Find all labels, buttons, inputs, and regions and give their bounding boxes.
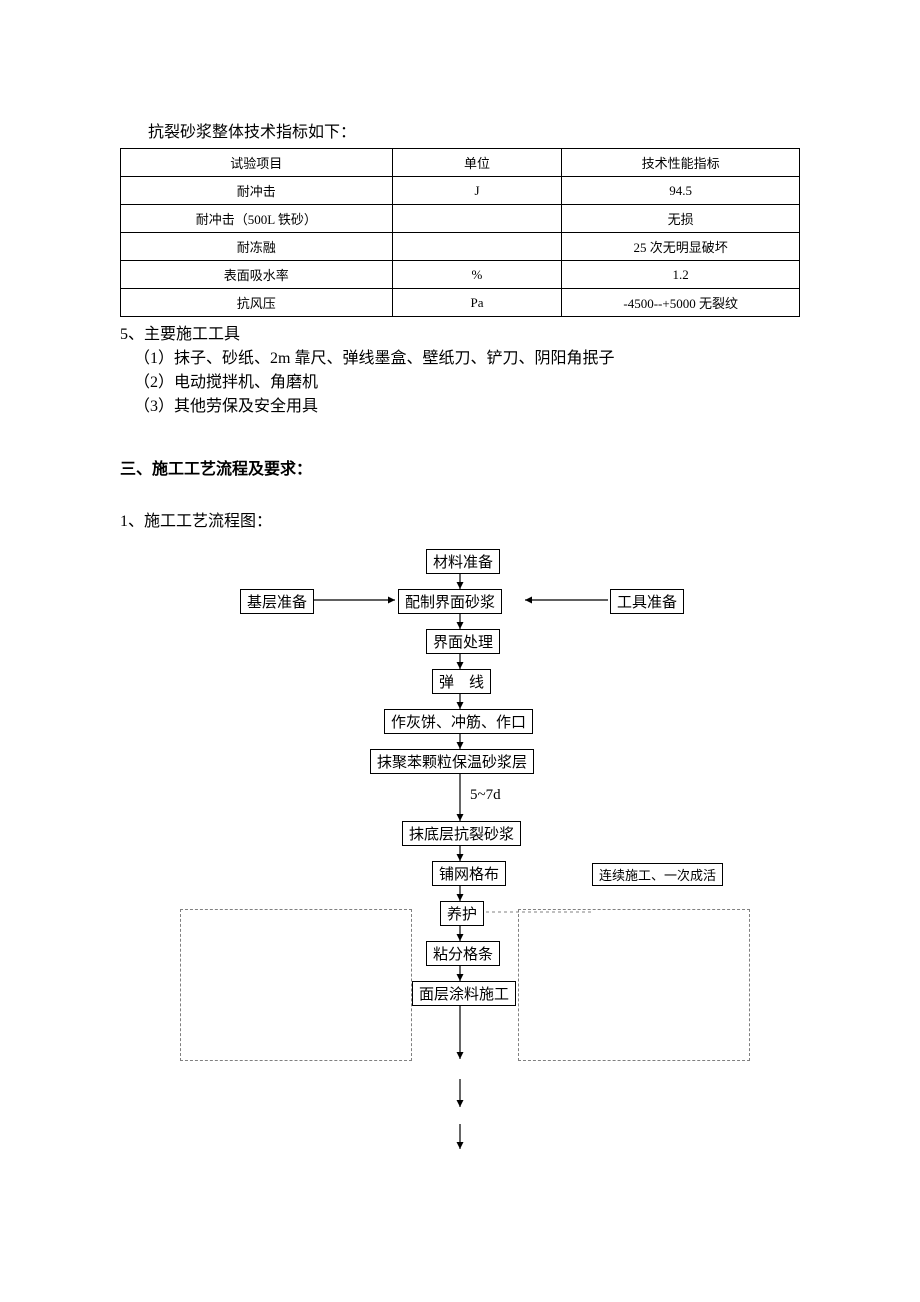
tools-item: （1）抹子、砂纸、2m 靠尺、弹线墨盒、壁纸刀、铲刀、阴阳角抿子 bbox=[120, 347, 800, 371]
table-row: 耐冲击（500L 铁砂） 无损 bbox=[121, 205, 800, 233]
table-cell bbox=[392, 233, 562, 261]
table-cell: Pa bbox=[392, 289, 562, 317]
node-topcoat: 面层涂料施工 bbox=[412, 981, 516, 1006]
table-cell: 25 次无明显破坏 bbox=[562, 233, 800, 261]
dashed-region-left bbox=[180, 909, 412, 1061]
table-header: 试验项目 bbox=[121, 149, 393, 177]
table-row: 耐冻融 25 次无明显破坏 bbox=[121, 233, 800, 261]
flowchart: 材料准备 基层准备 配制界面砂浆 工具准备 界面处理 弹 线 作灰饼、冲筋、作口… bbox=[120, 549, 800, 1159]
tools-item: （3）其他劳保及安全用具 bbox=[120, 395, 800, 419]
table-row: 表面吸水率 % 1.2 bbox=[121, 261, 800, 289]
dashed-region-right bbox=[518, 909, 750, 1061]
table-cell: 1.2 bbox=[562, 261, 800, 289]
node-mesh: 铺网格布 bbox=[432, 861, 506, 886]
note-continuous: 连续施工、一次成活 bbox=[592, 863, 723, 886]
node-material-prep: 材料准备 bbox=[426, 549, 500, 574]
node-cure: 养护 bbox=[440, 901, 484, 926]
node-base-prep: 基层准备 bbox=[240, 589, 314, 614]
table-cell: 表面吸水率 bbox=[121, 261, 393, 289]
table-cell: % bbox=[392, 261, 562, 289]
node-interface: 界面处理 bbox=[426, 629, 500, 654]
edge-label-duration: 5~7d bbox=[470, 787, 501, 804]
table-row: 耐冲击 J 94.5 bbox=[121, 177, 800, 205]
table-cell bbox=[392, 205, 562, 233]
node-insulation: 抹聚苯颗粒保温砂浆层 bbox=[370, 749, 534, 774]
section-3-heading: 三、施工工艺流程及要求： bbox=[120, 455, 800, 479]
node-mix-mortar: 配制界面砂浆 bbox=[398, 589, 502, 614]
flow-heading: 1、施工工艺流程图： bbox=[120, 507, 800, 531]
spec-table: 试验项目 单位 技术性能指标 耐冲击 J 94.5 耐冲击（500L 铁砂） 无… bbox=[120, 148, 800, 317]
table-header: 单位 bbox=[392, 149, 562, 177]
node-plaster-spots: 作灰饼、冲筋、作口 bbox=[384, 709, 533, 734]
table-cell: 无损 bbox=[562, 205, 800, 233]
table-cell: 94.5 bbox=[562, 177, 800, 205]
node-base-crack: 抹底层抗裂砂浆 bbox=[402, 821, 521, 846]
table-cell: 耐冲击 bbox=[121, 177, 393, 205]
table-cell: J bbox=[392, 177, 562, 205]
tools-item: （2）电动搅拌机、角磨机 bbox=[120, 371, 800, 395]
node-snap-line: 弹 线 bbox=[432, 669, 491, 694]
table-cell: 抗风压 bbox=[121, 289, 393, 317]
table-cell: -4500--+5000 无裂纹 bbox=[562, 289, 800, 317]
table-cell: 耐冻融 bbox=[121, 233, 393, 261]
table-cell: 耐冲击（500L 铁砂） bbox=[121, 205, 393, 233]
intro-text: 抗裂砂浆整体技术指标如下： bbox=[120, 118, 800, 142]
node-divider: 粘分格条 bbox=[426, 941, 500, 966]
node-tool-prep: 工具准备 bbox=[610, 589, 684, 614]
tools-heading: 5、主要施工工具 bbox=[120, 323, 800, 347]
table-header-row: 试验项目 单位 技术性能指标 bbox=[121, 149, 800, 177]
table-row: 抗风压 Pa -4500--+5000 无裂纹 bbox=[121, 289, 800, 317]
table-header: 技术性能指标 bbox=[562, 149, 800, 177]
